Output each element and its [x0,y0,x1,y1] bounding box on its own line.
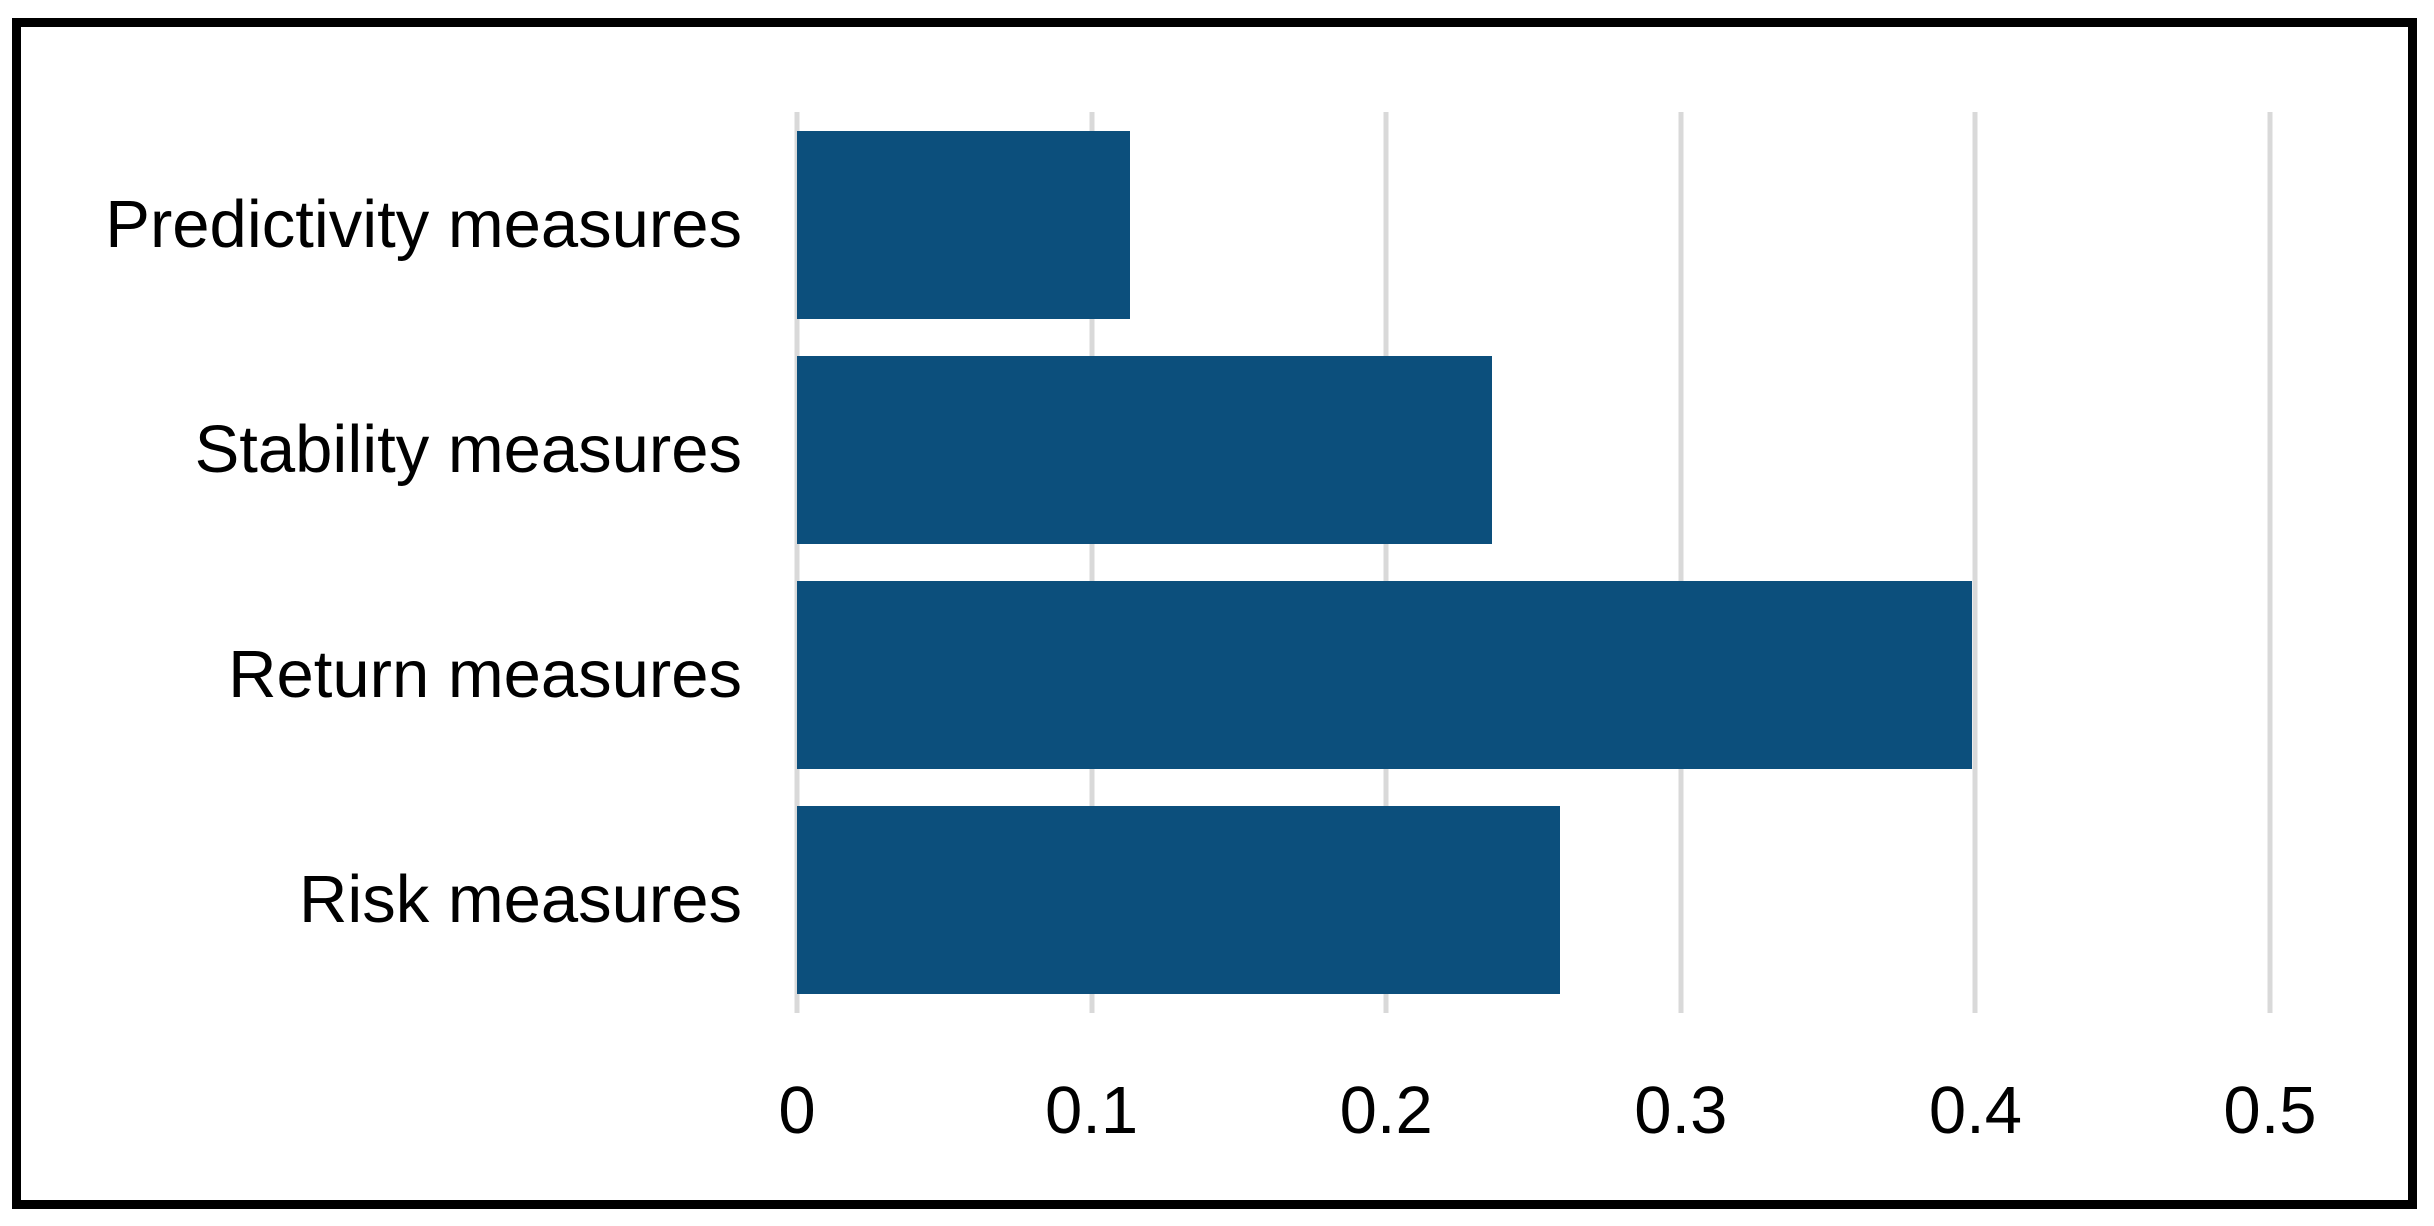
chart-border-frame: Predictivity measures Stability measures R… [12,18,2417,1209]
x-tick-label-0.4: 0.4 [1928,1073,2022,1148]
x-tick-label-0: 0 [778,1073,816,1148]
bar-return-measures [797,581,1973,770]
gridline-0 [794,112,800,1013]
gridline-0.5 [2267,112,2273,1013]
category-label-predictivity-measures: Predictivity measures [105,186,742,262]
gridline-0.4 [1972,112,1978,1013]
gridlines-layer [794,112,2273,1013]
bar-risk-measures [797,806,1560,995]
value-axis-tick-labels: 0 0.1 0.2 0.3 0.4 0.5 [778,1072,2316,1152]
gridline-0.1 [1089,112,1095,1013]
gridline-0.2 [1383,112,1389,1013]
gridline-0.3 [1678,112,1684,1013]
bar-stability-measures [797,355,1493,544]
category-label-stability-measures: Stability measures [194,411,742,487]
x-tick-label-0.2: 0.2 [1339,1073,1433,1148]
x-tick-label-0.3: 0.3 [1634,1073,1728,1148]
bar-predictivity-measures [797,130,1130,319]
x-tick-label-0.1: 0.1 [1045,1073,1139,1148]
bars-layer [797,112,2270,1013]
x-tick-label-0.5: 0.5 [2223,1073,2317,1148]
category-label-risk-measures: Risk measures [298,862,742,938]
category-label-return-measures: Return measures [228,637,742,713]
plot-area [794,112,2273,1013]
